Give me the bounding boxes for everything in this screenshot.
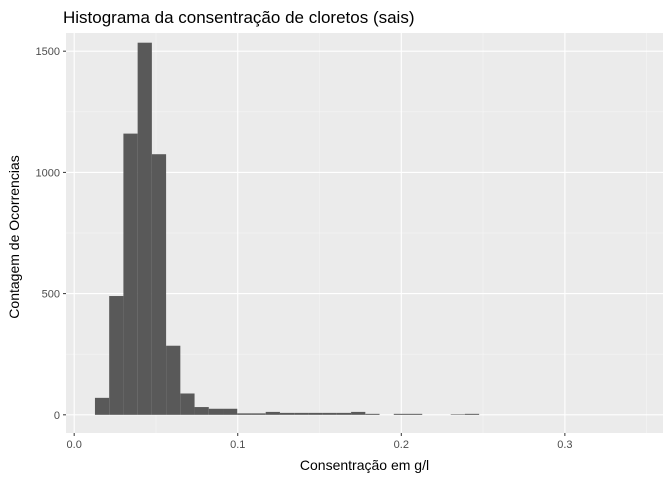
x-tick-label: 0.0	[67, 439, 82, 451]
x-tick-label: 0.1	[230, 439, 245, 451]
histogram-bar	[137, 42, 152, 415]
histogram-bar	[294, 412, 309, 415]
chart-title: Histograma da consentração de cloretos (…	[63, 8, 415, 27]
y-tick-label: 0	[54, 410, 60, 422]
y-axis: 0 500 1000 1500	[36, 46, 66, 422]
minor-gridlines	[66, 33, 663, 433]
histogram-bar	[194, 407, 209, 415]
major-gridlines	[66, 33, 663, 433]
histogram-bar	[180, 393, 195, 415]
histogram-bar	[109, 296, 124, 415]
histogram-bar	[450, 414, 465, 415]
histogram-bar	[336, 412, 352, 415]
x-axis: 0.0 0.1 0.2 0.3	[67, 433, 573, 451]
y-axis-title: Contagem de Ocorrencias	[6, 155, 22, 318]
x-tick-label: 0.2	[394, 439, 409, 451]
x-tick-label: 0.3	[557, 439, 572, 451]
histogram-bar	[123, 133, 138, 415]
histogram-bar	[393, 413, 409, 415]
histogram-bar	[322, 412, 337, 415]
histogram-bar	[279, 412, 295, 415]
histogram-bar	[208, 408, 224, 415]
histogram-bar	[408, 413, 423, 415]
histogram-bar	[351, 411, 366, 415]
histogram-bar	[365, 413, 380, 415]
histogram-bar	[166, 345, 181, 415]
histogram-bar	[265, 411, 280, 415]
y-tick-label: 500	[42, 289, 60, 301]
histogram-bars	[94, 42, 480, 415]
histogram-bar	[94, 397, 110, 415]
histogram-bar	[251, 413, 266, 415]
y-tick-label: 1000	[36, 167, 60, 179]
y-tick-label: 1500	[36, 46, 60, 58]
histogram-bar	[308, 412, 323, 415]
histogram-bar	[464, 413, 480, 415]
histogram-bar	[223, 408, 238, 415]
x-axis-title: Consentração em g/l	[300, 457, 429, 473]
histogram-bar	[151, 154, 167, 415]
histogram-bar	[237, 413, 252, 415]
